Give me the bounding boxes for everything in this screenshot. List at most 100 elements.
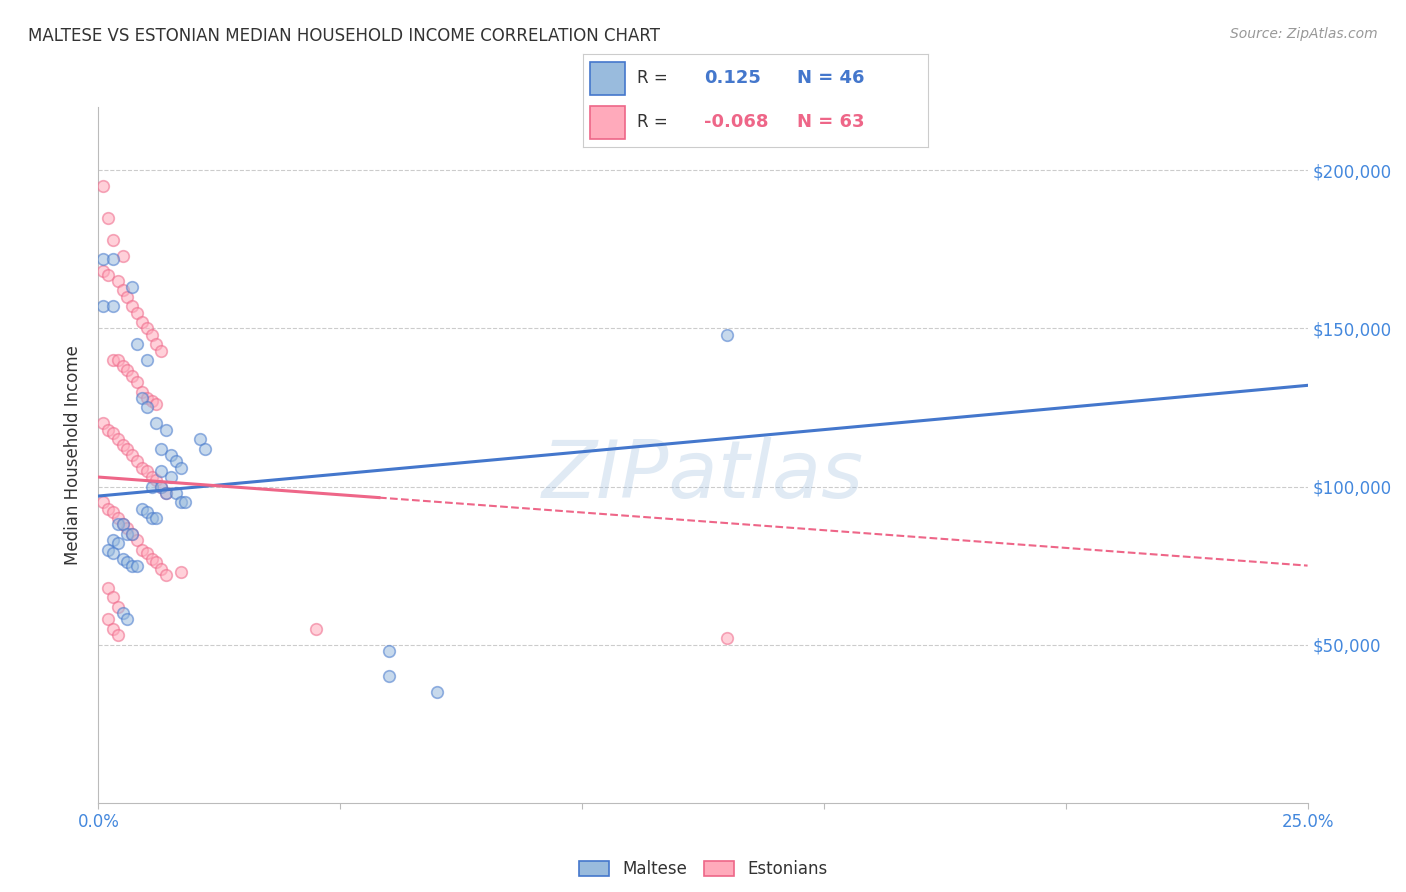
Point [165,454,187,468]
Point [169,495,191,509]
Point [121,368,143,383]
Point [127,375,149,389]
Point [117,527,139,541]
Point [117,362,139,376]
Point [150,479,173,493]
Point [101,505,124,519]
Point [91,299,114,313]
Point [155,568,177,582]
Point [141,394,163,409]
Point [117,612,139,626]
Point [111,359,134,374]
Point [127,305,149,319]
Point [377,669,399,683]
Point [91,417,114,431]
Legend: Maltese, Estonians: Maltese, Estonians [572,854,834,885]
Point [91,252,114,266]
Point [127,337,149,351]
Point [155,486,177,500]
Text: -0.068: -0.068 [704,113,769,131]
Point [135,401,157,415]
Text: R =: R = [637,113,668,131]
Point [127,454,149,468]
Point [111,606,134,620]
Point [160,448,183,462]
Point [377,644,399,658]
Point [135,321,157,335]
Point [97,268,120,282]
Point [150,442,173,456]
Point [101,591,124,605]
Point [716,327,738,342]
Point [111,517,134,532]
Point [101,622,124,636]
Point [111,517,134,532]
Point [121,558,143,573]
Point [165,486,187,500]
Point [101,233,124,247]
Point [135,353,157,368]
Text: R =: R = [637,70,668,87]
Point [141,327,163,342]
Y-axis label: Median Household Income: Median Household Income [65,345,83,565]
Point [111,284,134,298]
Point [107,536,129,550]
Point [101,546,124,560]
Point [107,353,129,368]
Point [117,442,139,456]
Point [121,527,143,541]
Point [131,391,153,405]
Point [145,397,167,411]
Point [111,552,134,566]
Point [141,552,163,566]
Point [111,438,134,452]
Point [426,685,449,699]
Point [121,527,143,541]
Point [188,432,211,446]
Point [135,546,157,560]
Point [155,423,177,437]
Point [101,353,124,368]
Text: 0.125: 0.125 [704,70,761,87]
Point [97,501,120,516]
Point [305,622,328,636]
Point [97,542,120,557]
Point [169,565,191,579]
Bar [591,62,624,95]
Point [145,511,167,525]
Point [131,542,153,557]
Point [194,442,217,456]
Point [97,423,120,437]
Point [101,425,124,440]
Bar [591,106,624,139]
Text: ZIPatlas: ZIPatlas [541,437,865,515]
Point [121,280,143,294]
Point [135,464,157,478]
Point [107,274,129,288]
Text: N = 46: N = 46 [797,70,865,87]
Point [101,252,124,266]
Point [716,632,738,646]
Point [127,533,149,548]
Point [141,470,163,484]
Point [111,249,134,263]
Point [169,460,191,475]
Point [91,179,114,194]
Point [145,473,167,487]
Point [150,464,173,478]
Point [107,511,129,525]
Point [117,556,139,570]
Point [107,628,129,642]
Point [150,562,173,576]
Point [135,505,157,519]
Point [145,417,167,431]
Point [141,479,163,493]
Point [131,460,153,475]
Point [121,299,143,313]
Text: N = 63: N = 63 [797,113,865,131]
Point [107,432,129,446]
Point [101,533,124,548]
Point [91,264,114,278]
Point [107,599,129,614]
Point [131,501,153,516]
